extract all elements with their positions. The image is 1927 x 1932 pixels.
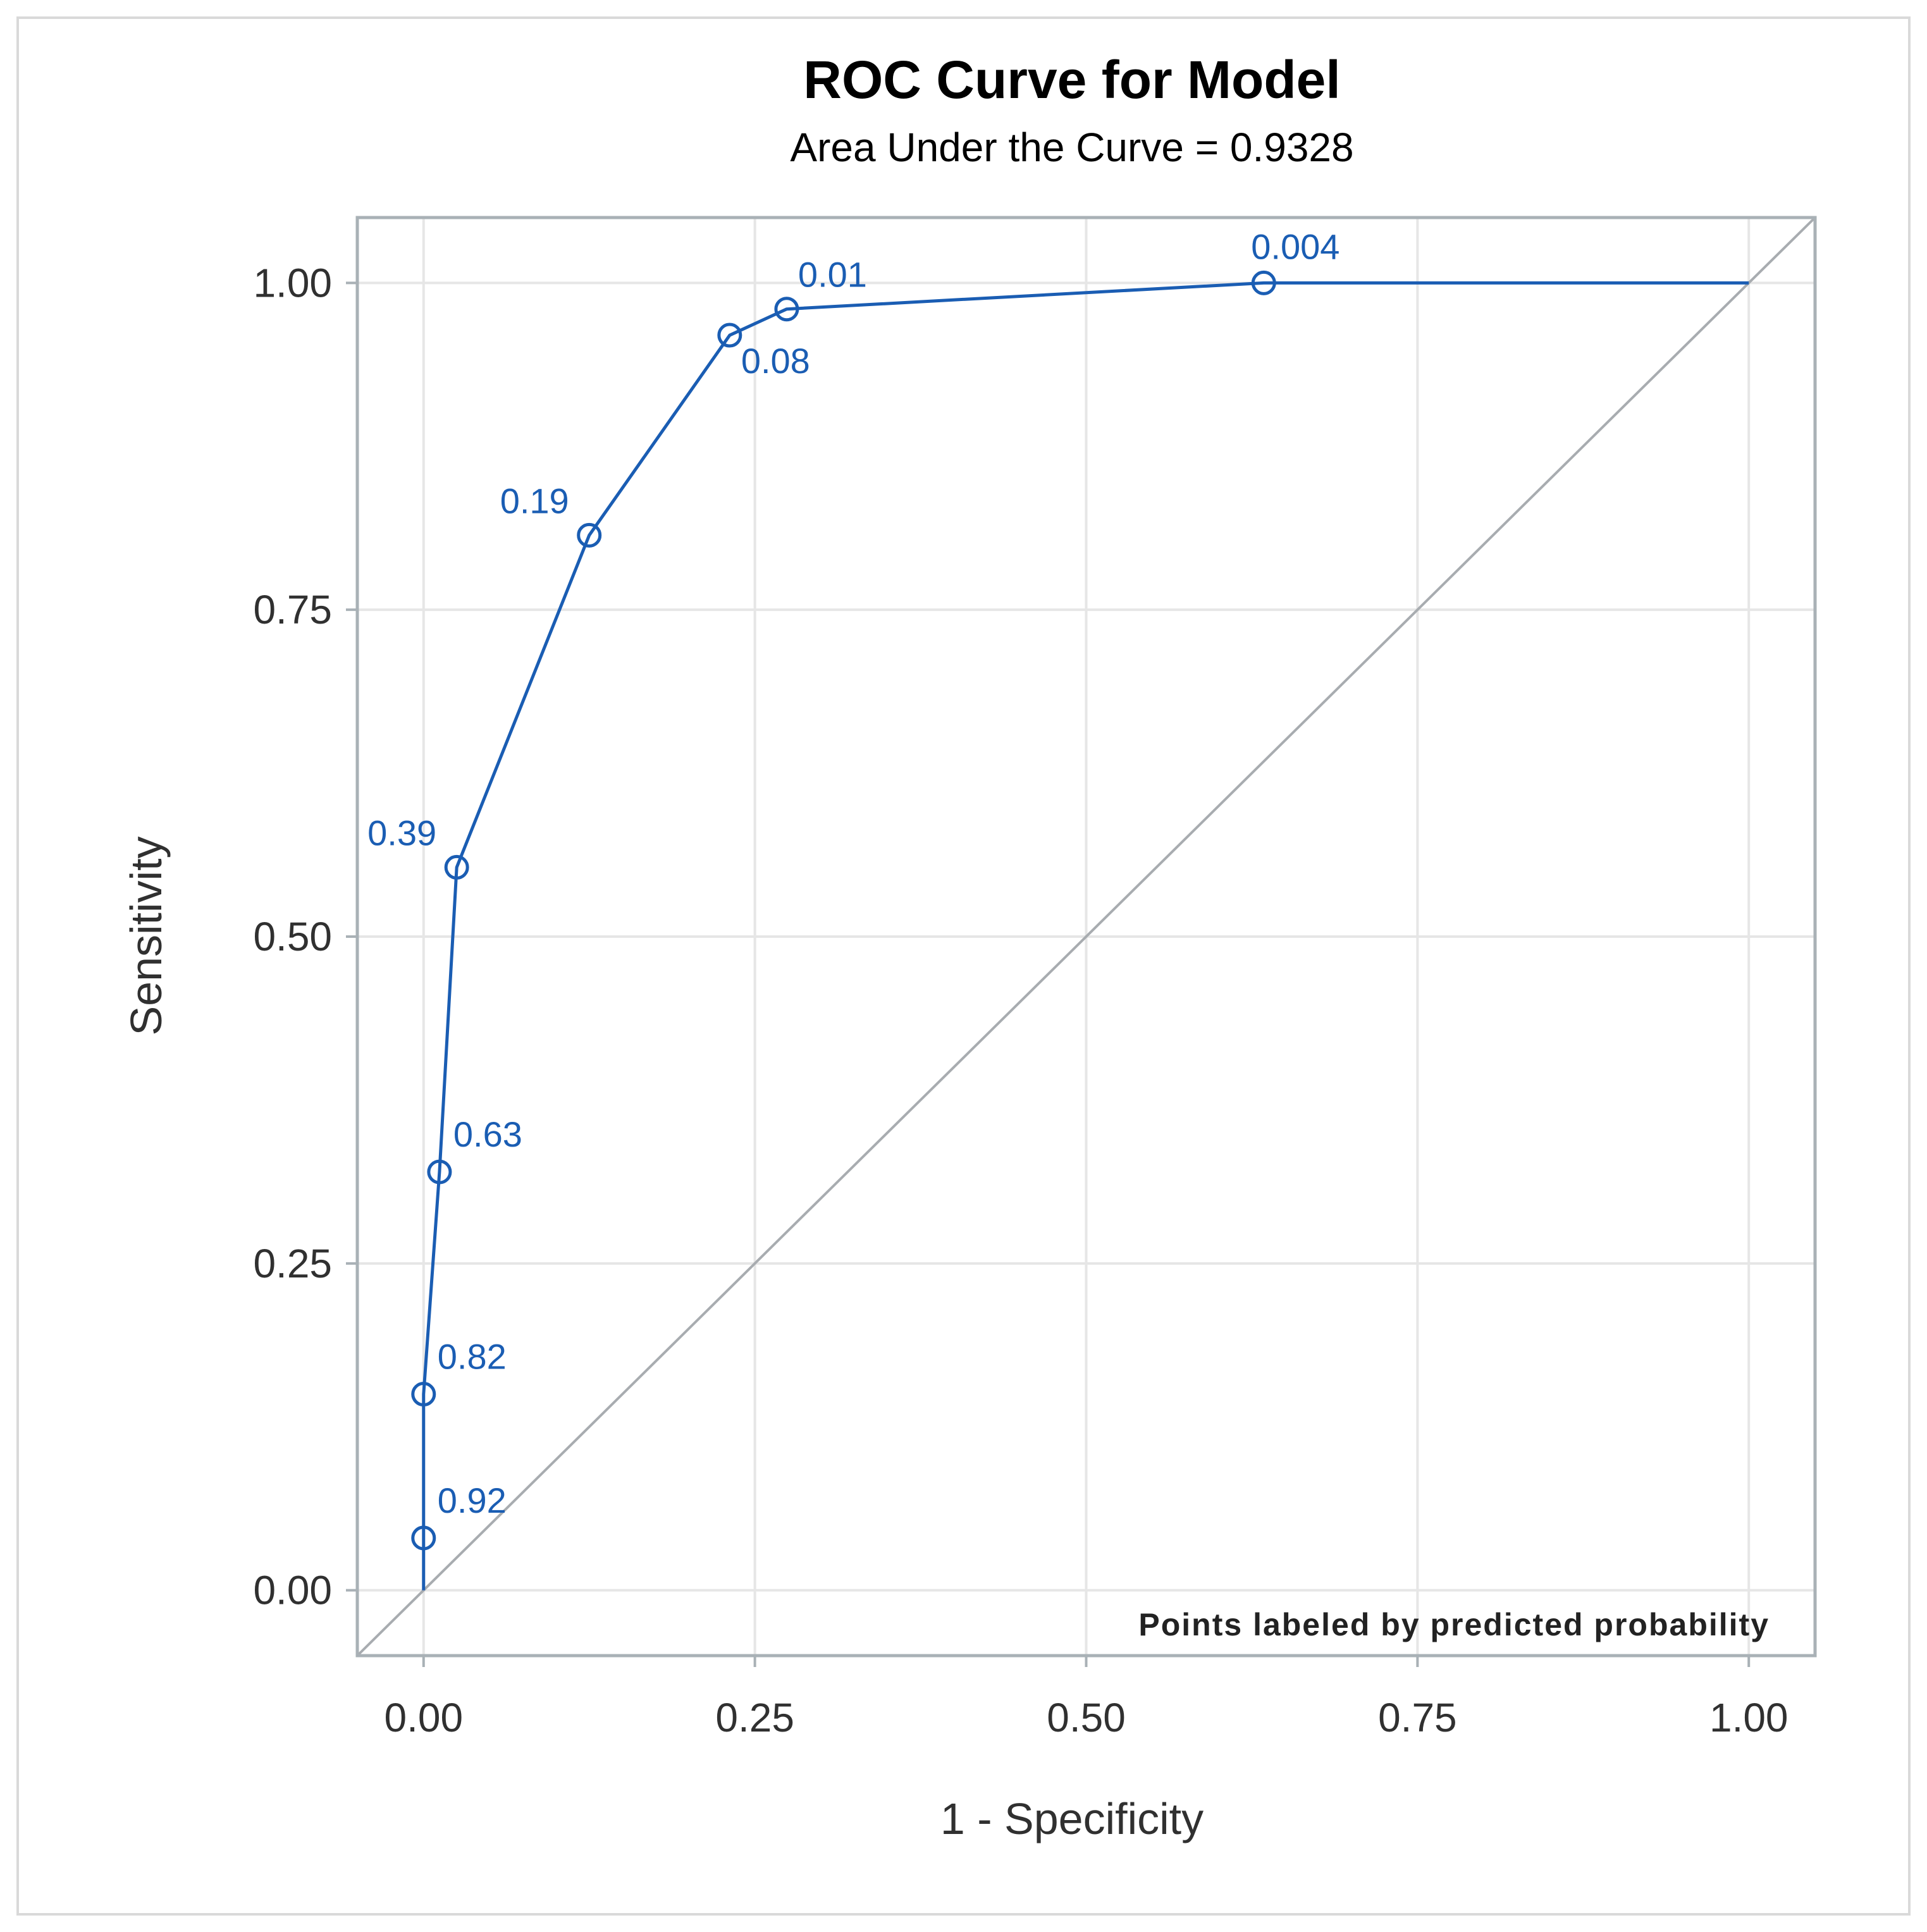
y-axis: 0.00 0.25 0.50 0.75 1.00: [253, 260, 357, 1613]
chart-subtitle: Area Under the Curve = 0.9328: [790, 125, 1353, 170]
roc-point-0.92: [411, 1525, 436, 1551]
point-labels-group: 0.92 0.82 0.63 0.39 0.19 0.08 0.01 0.004: [367, 226, 1339, 1520]
figure-frame: ROC Curve for Model Area Under the Curve…: [16, 16, 1911, 1916]
point-label-0.01: 0.01: [798, 255, 867, 295]
y-tick-label-3: 0.75: [253, 587, 332, 632]
point-label-0.92: 0.92: [438, 1480, 507, 1520]
point-label-0.19: 0.19: [500, 481, 569, 520]
chart-title: ROC Curve for Model: [803, 50, 1340, 109]
point-label-0.63: 0.63: [453, 1114, 522, 1154]
roc-point-0.004: [1251, 270, 1276, 295]
roc-curve-group: [422, 281, 1749, 1591]
point-label-0.39: 0.39: [367, 813, 436, 852]
reference-line-group: [356, 216, 1816, 1657]
roc-point-0.19: [577, 522, 602, 548]
roc-points-group: [411, 270, 1276, 1551]
point-label-0.82: 0.82: [438, 1337, 507, 1377]
x-tick-label-3: 0.75: [1378, 1695, 1457, 1740]
roc-point-0.08: [717, 323, 742, 348]
x-tick-label-4: 1.00: [1709, 1695, 1788, 1740]
roc-curve-line: [422, 281, 1749, 1591]
annotation-note: Points labeled by predicted probability: [1138, 1607, 1770, 1642]
roc-point-0.82: [411, 1382, 436, 1407]
point-label-0.08: 0.08: [741, 341, 810, 381]
y-tick-label-0: 0.00: [253, 1568, 332, 1613]
reference-diagonal-line: [356, 216, 1816, 1657]
y-axis-label: Sensitivity: [121, 836, 171, 1035]
roc-point-0.39: [444, 854, 469, 880]
x-axis-label: 1 - Specificity: [940, 1794, 1204, 1843]
y-tick-label-1: 0.25: [253, 1241, 332, 1286]
x-tick-label-0: 0.00: [384, 1695, 463, 1740]
roc-point-0.01: [774, 297, 799, 322]
x-tick-label-2: 0.50: [1047, 1695, 1126, 1740]
y-tick-label-2: 0.50: [253, 914, 332, 959]
roc-chart: ROC Curve for Model Area Under the Curve…: [121, 50, 1817, 1843]
x-axis: 0.00 0.25 0.50 0.75 1.00: [384, 1656, 1788, 1740]
x-tick-label-1: 0.25: [715, 1695, 794, 1740]
y-tick-label-4: 1.00: [253, 260, 332, 305]
roc-point-0.63: [427, 1159, 452, 1184]
point-label-0.004: 0.004: [1251, 226, 1339, 266]
